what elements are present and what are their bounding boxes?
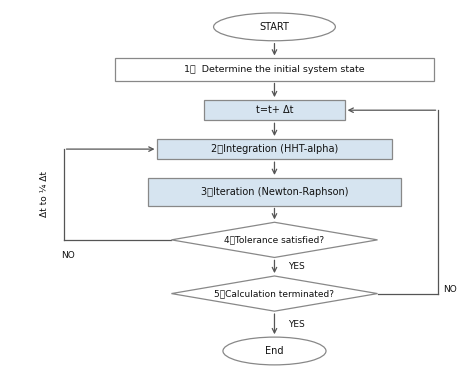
FancyBboxPatch shape bbox=[148, 178, 401, 206]
FancyBboxPatch shape bbox=[115, 58, 434, 80]
Text: 1）  Determine the initial system state: 1） Determine the initial system state bbox=[184, 65, 365, 74]
Text: Δt to ¼ Δt: Δt to ¼ Δt bbox=[40, 171, 49, 217]
Text: 5）Calculation terminated?: 5）Calculation terminated? bbox=[214, 289, 335, 298]
Text: t=t+ Δt: t=t+ Δt bbox=[256, 105, 293, 115]
Text: 2）Integration (HHT-alpha): 2）Integration (HHT-alpha) bbox=[211, 144, 338, 154]
Text: End: End bbox=[265, 346, 284, 356]
Text: NO: NO bbox=[62, 251, 75, 260]
Text: YES: YES bbox=[289, 320, 305, 329]
FancyBboxPatch shape bbox=[157, 139, 392, 159]
Ellipse shape bbox=[223, 337, 326, 365]
Polygon shape bbox=[172, 222, 377, 258]
Text: 3）Iteration (Newton-Raphson): 3）Iteration (Newton-Raphson) bbox=[201, 187, 348, 197]
Ellipse shape bbox=[214, 13, 336, 41]
Text: START: START bbox=[260, 22, 290, 32]
Polygon shape bbox=[172, 276, 377, 311]
Text: NO: NO bbox=[443, 285, 457, 294]
Text: 4）Tolerance satisfied?: 4）Tolerance satisfied? bbox=[224, 235, 325, 244]
FancyBboxPatch shape bbox=[204, 100, 345, 120]
Text: YES: YES bbox=[289, 262, 305, 271]
